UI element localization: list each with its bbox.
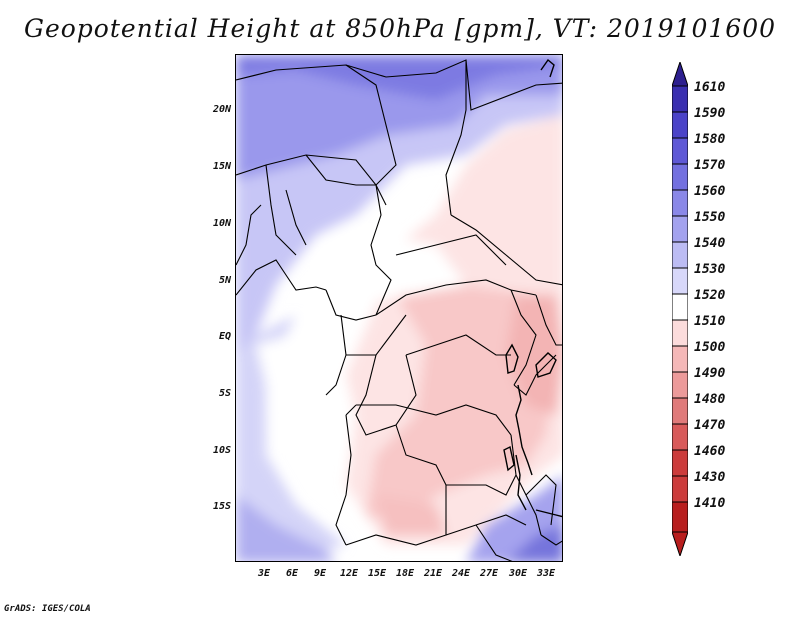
colorbar-label: 1470 bbox=[694, 418, 726, 433]
lon-label: 3E bbox=[257, 568, 271, 579]
country-borders bbox=[236, 59, 562, 561]
colorbar-label: 1560 bbox=[694, 184, 726, 199]
lon-label: 9E bbox=[313, 568, 327, 579]
colorbar-label: 1460 bbox=[694, 444, 726, 459]
colorbar-label: 1520 bbox=[694, 288, 726, 303]
colorbar-swatch bbox=[672, 163, 688, 191]
colorbar-swatch bbox=[672, 215, 688, 243]
lon-label: 18E bbox=[395, 568, 415, 579]
lat-label: 15N bbox=[212, 161, 231, 172]
lat-label: 10S bbox=[212, 445, 231, 456]
coastline-lakes bbox=[503, 58, 562, 518]
colorbar-swatch bbox=[672, 475, 688, 503]
colorbar-label: 1610 bbox=[694, 80, 726, 95]
colorbar-label: 1410 bbox=[694, 496, 726, 511]
map-panel bbox=[235, 54, 563, 562]
colorbar-swatch bbox=[672, 501, 688, 533]
lat-label: 10N bbox=[212, 218, 231, 229]
page-title: Geopotential Height at 850hPa [gpm], VT:… bbox=[23, 14, 777, 43]
colorbar-swatch bbox=[672, 137, 688, 165]
color-bar bbox=[672, 62, 688, 556]
lon-label: 12E bbox=[339, 568, 359, 579]
colorbar-label: 1550 bbox=[694, 210, 726, 225]
lon-label: 15E bbox=[367, 568, 387, 579]
lat-label: 5S bbox=[218, 388, 231, 399]
colorbar-bottom-arrow bbox=[672, 531, 688, 556]
colorbar-swatch bbox=[672, 189, 688, 217]
colorbar-swatch bbox=[672, 293, 688, 321]
colorbar-swatch bbox=[672, 397, 688, 425]
lat-label: 15S bbox=[212, 501, 231, 512]
colorbar-label: 1500 bbox=[694, 340, 726, 355]
colorbar-label: 1430 bbox=[694, 470, 726, 485]
colorbar-swatch bbox=[672, 423, 688, 451]
colorbar-swatch bbox=[672, 319, 688, 347]
colorbar-swatch bbox=[672, 267, 688, 295]
colorbar-swatch bbox=[672, 371, 688, 399]
lon-label: 30E bbox=[508, 568, 528, 579]
colorbar-swatch bbox=[672, 111, 688, 139]
lon-label: 27E bbox=[479, 568, 499, 579]
colorbar-top-arrow bbox=[672, 62, 688, 87]
colorbar-swatch bbox=[672, 241, 688, 269]
colorbar-label: 1570 bbox=[694, 158, 726, 173]
colorbar-swatch bbox=[672, 85, 688, 113]
colorbar-label: 1480 bbox=[694, 392, 726, 407]
lat-label: EQ bbox=[218, 331, 231, 342]
lon-label: 6E bbox=[285, 568, 299, 579]
lon-label: 21E bbox=[423, 568, 443, 579]
lat-label: 20N bbox=[212, 104, 231, 115]
grads-credit: GrADS: IGES/COLA bbox=[4, 604, 91, 614]
colorbar-label: 1590 bbox=[694, 106, 726, 121]
colorbar-label: 1510 bbox=[694, 314, 726, 329]
colorbar-label: 1530 bbox=[694, 262, 726, 277]
height-field-map bbox=[236, 55, 562, 561]
colorbar-swatch bbox=[672, 345, 688, 373]
lat-label: 5N bbox=[218, 275, 231, 286]
colorbar-swatch bbox=[672, 449, 688, 477]
lon-label: 33E bbox=[536, 568, 556, 579]
lon-label: 24E bbox=[451, 568, 471, 579]
colorbar-label: 1490 bbox=[694, 366, 726, 381]
colorbar-label: 1580 bbox=[694, 132, 726, 147]
colorbar-label: 1540 bbox=[694, 236, 726, 251]
